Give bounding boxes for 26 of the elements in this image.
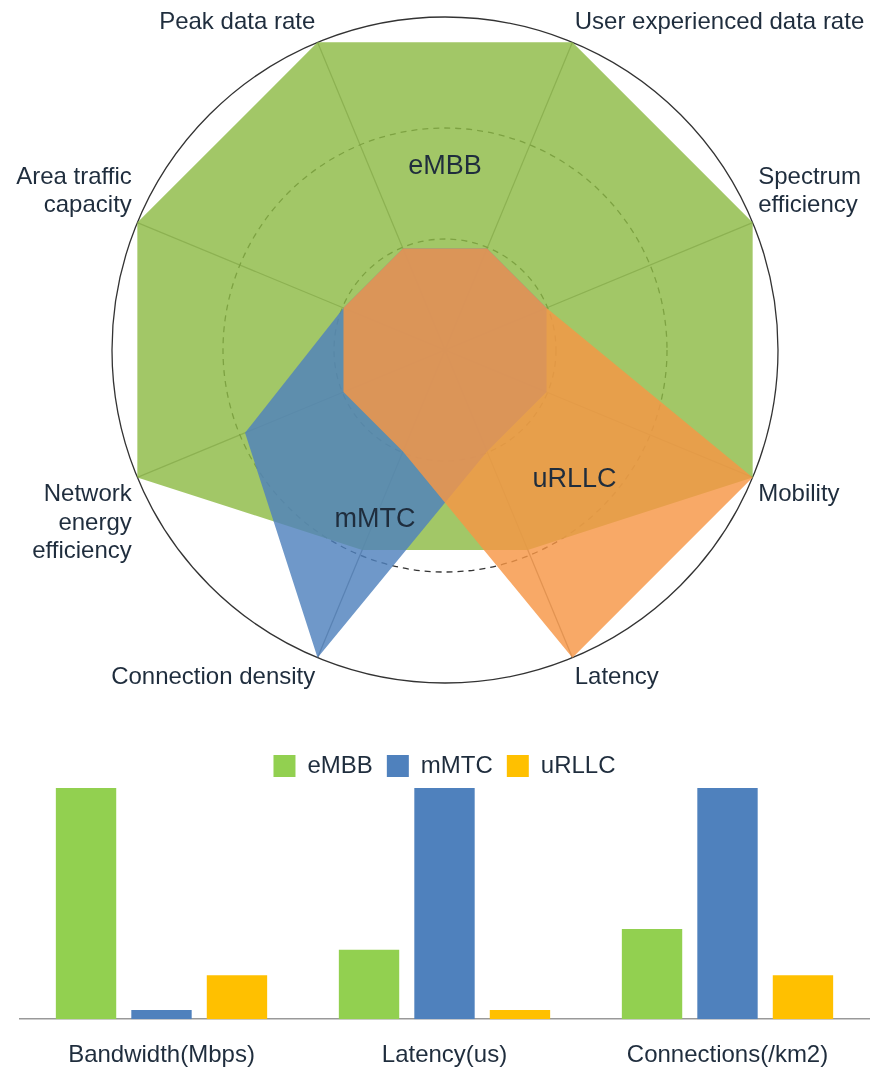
spoke-label: Mobility bbox=[758, 478, 840, 506]
series-label: uRLLC bbox=[532, 462, 617, 493]
spoke-label: Latency bbox=[574, 662, 659, 690]
bar bbox=[206, 975, 268, 1020]
bar bbox=[772, 975, 834, 1020]
spoke-label: Spectrum efficiency bbox=[758, 161, 861, 218]
x-tick-label: Bandwidth(Mbps) bbox=[68, 1040, 255, 1068]
legend-label: mMTC bbox=[420, 750, 493, 778]
bar bbox=[338, 949, 400, 1020]
spoke-label: Network energy efficiency bbox=[32, 478, 133, 564]
bar bbox=[55, 788, 117, 1020]
legend-label: eMBB bbox=[307, 750, 373, 778]
bar bbox=[414, 788, 475, 1020]
spoke-label: Connection density bbox=[111, 662, 316, 690]
bar bbox=[131, 1009, 192, 1020]
spoke-label: User experienced data rate bbox=[574, 7, 865, 35]
x-tick-label: Connections(/km2) bbox=[626, 1040, 829, 1068]
bar bbox=[697, 788, 758, 1020]
spoke-label: Area traffic capacity bbox=[16, 161, 132, 218]
x-tick-label: Latency(us) bbox=[381, 1040, 508, 1068]
legend-label: uRLLC bbox=[540, 750, 616, 778]
series-label: eMBB bbox=[408, 150, 482, 181]
series-label: mMTC bbox=[334, 502, 416, 533]
bar bbox=[621, 929, 683, 1020]
bar bbox=[489, 1009, 551, 1020]
spoke-label: Peak data rate bbox=[159, 7, 316, 35]
